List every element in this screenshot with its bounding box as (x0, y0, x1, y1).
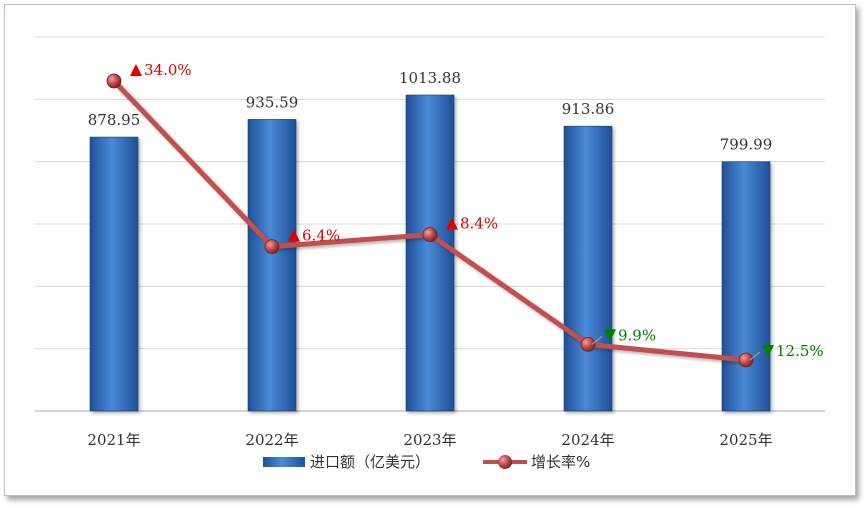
legend-bar-label: 进口额（亿美元） (310, 453, 430, 471)
x-tick-label: 2021年 (87, 431, 140, 449)
growth-marker (106, 73, 122, 89)
label-layer: 878.95 935.59 1013.88 913.86 799.99 34.0% 6.4%… (88, 61, 824, 361)
growth-value-label: 9.9% (618, 326, 656, 344)
growth-leader-line (591, 336, 603, 345)
chart-frame: 878.95 935.59 1013.88 913.86 799.99 34.0% 6.4%… (4, 4, 856, 496)
up-arrow-icon (288, 229, 300, 242)
chart-svg: 878.95 935.59 1013.88 913.86 799.99 34.0% 6.4%… (35, 36, 825, 471)
growth-value-label: 6.4% (302, 227, 340, 245)
legend-line-marker (498, 455, 512, 469)
x-tick-label: 2023年 (403, 431, 456, 449)
bar-4 (563, 125, 613, 412)
bar-1 (89, 136, 139, 412)
bar-value-label: 935.59 (246, 93, 299, 111)
axis-layer: 2021年 2022年 2023年 2024年 2025年 (87, 431, 772, 449)
bar-5 (721, 161, 771, 412)
growth-marker (422, 227, 438, 243)
bar-value-label: 878.95 (88, 111, 141, 129)
x-tick-label: 2025年 (719, 431, 772, 449)
x-tick-label: 2022年 (245, 431, 298, 449)
x-tick-label: 2024年 (561, 431, 614, 449)
growth-marker (264, 239, 280, 255)
bar-3 (405, 94, 455, 412)
legend-line-label: 增长率% (531, 453, 590, 471)
bar-layer (89, 94, 771, 412)
legend-bar-swatch (263, 457, 305, 467)
bar-value-label: 799.99 (720, 136, 773, 154)
up-arrow-icon (446, 217, 458, 230)
bar-2 (247, 119, 297, 412)
growth-value-label: 8.4% (460, 215, 498, 233)
bar-value-label: 1013.88 (399, 69, 461, 87)
up-arrow-icon (130, 64, 142, 76)
bar-value-label: 913.86 (562, 100, 615, 118)
down-arrow-icon (762, 345, 774, 357)
growth-value-label: 34.0% (144, 61, 192, 79)
growth-leader-line (749, 351, 761, 361)
down-arrow-icon (604, 329, 616, 342)
legend: 进口额（亿美元） 增长率% (263, 453, 590, 471)
growth-marker (580, 336, 596, 352)
growth-value-label: 12.5% (776, 342, 824, 360)
line-layer (106, 73, 754, 368)
growth-marker (738, 352, 754, 368)
